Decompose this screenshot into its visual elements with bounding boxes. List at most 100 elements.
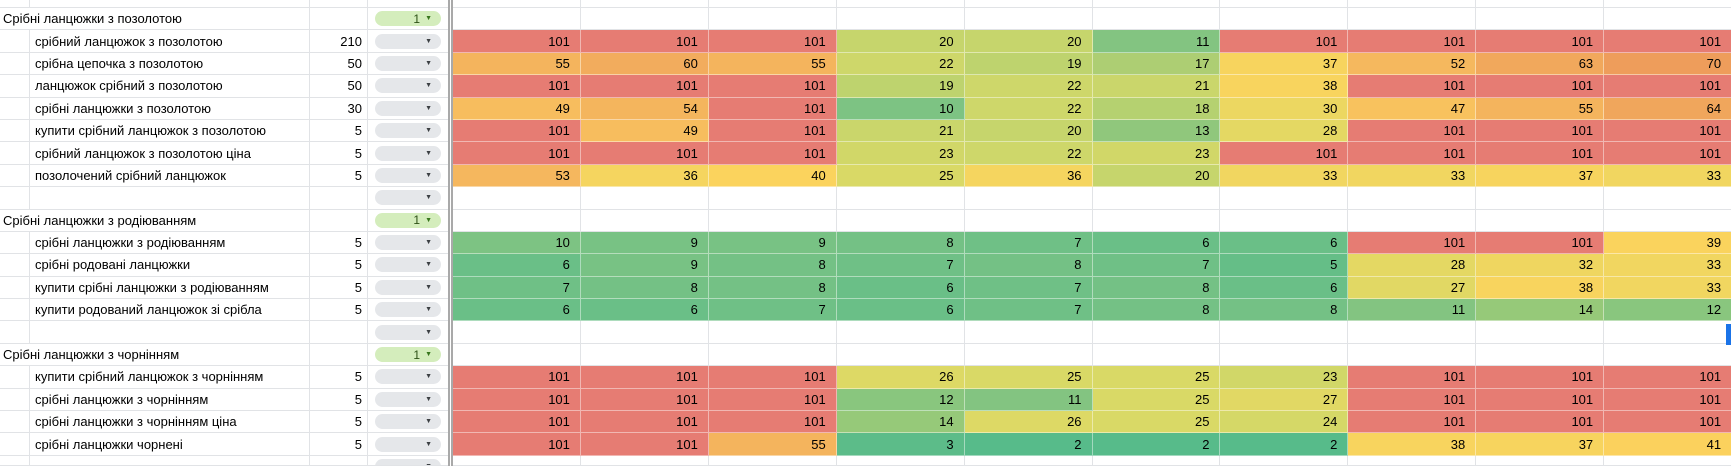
empty-cell[interactable] — [453, 187, 581, 210]
heat-cell[interactable]: 39 — [1604, 231, 1731, 255]
heat-cell[interactable]: 9 — [580, 254, 709, 277]
frozen-pane-divider[interactable] — [448, 299, 453, 322]
heat-cell[interactable]: 101 — [1604, 119, 1731, 143]
heat-cell[interactable]: 101 — [1476, 388, 1605, 412]
empty-cell[interactable] — [1604, 455, 1731, 466]
heat-cell[interactable]: 8 — [708, 254, 837, 277]
dropdown-cell[interactable]: ▼ — [368, 389, 448, 412]
empty-cell[interactable] — [453, 455, 581, 466]
keyword-cell[interactable]: позолочений срібний ланцюжок — [30, 164, 310, 188]
heat-cell[interactable]: 49 — [453, 97, 581, 120]
heat-cell[interactable]: 22 — [964, 142, 1093, 165]
heat-cell[interactable]: 101 — [1604, 142, 1731, 165]
heat-cell[interactable]: 8 — [1220, 299, 1349, 322]
indent-cell[interactable] — [0, 388, 30, 412]
frozen-pane-divider[interactable] — [448, 209, 453, 232]
heat-cell[interactable]: 37 — [1476, 164, 1605, 188]
keyword-cell[interactable]: срібні ланцюжки з чорнінням ціна — [30, 411, 310, 434]
keyword-cell[interactable]: купити родований ланцюжок зі срібла — [30, 299, 310, 322]
empty-cell[interactable] — [1476, 343, 1605, 367]
heat-cell[interactable]: 23 — [1092, 142, 1221, 165]
cell[interactable] — [310, 321, 368, 344]
heat-cell[interactable]: 8 — [1092, 276, 1221, 300]
heat-cell[interactable]: 101 — [1604, 411, 1731, 434]
empty-cell[interactable] — [1220, 8, 1349, 31]
frozen-pane-divider[interactable] — [448, 30, 453, 53]
heat-cell[interactable]: 11 — [1092, 30, 1221, 53]
indent-cell[interactable] — [0, 411, 30, 434]
heat-cell[interactable]: 28 — [1220, 119, 1349, 143]
keyword-cell[interactable]: срібна цепочка з позолотою — [30, 52, 310, 76]
empty-cell[interactable] — [1476, 187, 1605, 210]
empty-cell[interactable] — [1348, 321, 1477, 344]
heat-cell[interactable]: 20 — [1092, 164, 1221, 188]
keyword-cell[interactable]: срібні родовані ланцюжки — [30, 254, 310, 277]
empty-cell[interactable] — [453, 0, 581, 8]
heat-cell[interactable]: 101 — [708, 366, 837, 389]
heat-cell[interactable]: 55 — [1476, 97, 1605, 120]
empty-cell[interactable] — [964, 187, 1093, 210]
heat-cell[interactable]: 21 — [1092, 75, 1221, 98]
heat-cell[interactable]: 23 — [1220, 366, 1349, 389]
empty-cell[interactable] — [453, 321, 581, 344]
heat-cell[interactable]: 36 — [580, 164, 709, 188]
indent-cell[interactable] — [0, 276, 30, 300]
heat-cell[interactable]: 7 — [964, 276, 1093, 300]
heat-cell[interactable]: 6 — [1092, 231, 1221, 255]
keyword-cell[interactable]: срібні ланцюжки з позолотою — [30, 97, 310, 120]
row-dropdown[interactable]: ▼ — [375, 279, 441, 295]
heat-cell[interactable]: 25 — [1092, 388, 1221, 412]
dropdown-cell[interactable]: 1 ▼ — [368, 210, 448, 232]
row-dropdown[interactable]: ▼ — [375, 257, 441, 273]
heat-cell[interactable]: 101 — [580, 75, 709, 98]
empty-cell[interactable] — [1476, 209, 1605, 232]
heat-cell[interactable]: 64 — [1604, 97, 1731, 120]
indent-cell[interactable] — [0, 299, 30, 322]
volume-cell[interactable]: 5 — [310, 366, 368, 389]
heat-cell[interactable]: 27 — [1348, 276, 1477, 300]
heat-cell[interactable]: 101 — [708, 411, 837, 434]
empty-cell[interactable] — [1476, 321, 1605, 344]
keyword-cell[interactable]: купити срібні ланцюжки з родіюванням — [30, 276, 310, 300]
empty-cell[interactable] — [580, 187, 709, 210]
empty-cell[interactable] — [1220, 209, 1349, 232]
indent-cell[interactable] — [0, 254, 30, 277]
heat-cell[interactable]: 11 — [1348, 299, 1477, 322]
heat-cell[interactable]: 19 — [836, 75, 965, 98]
frozen-pane-divider[interactable] — [448, 187, 453, 210]
empty-cell[interactable] — [1092, 187, 1221, 210]
heat-cell[interactable]: 17 — [1092, 52, 1221, 76]
heat-cell[interactable]: 7 — [708, 299, 837, 322]
empty-cell[interactable] — [836, 209, 965, 232]
indent-cell[interactable] — [0, 97, 30, 120]
heat-cell[interactable]: 8 — [1092, 299, 1221, 322]
heat-cell[interactable]: 101 — [1476, 142, 1605, 165]
empty-cell[interactable] — [453, 209, 581, 232]
heat-cell[interactable]: 40 — [708, 164, 837, 188]
heat-cell[interactable]: 10 — [453, 231, 581, 255]
heat-cell[interactable]: 55 — [453, 52, 581, 76]
empty-cell[interactable] — [708, 321, 837, 344]
heat-cell[interactable]: 19 — [964, 52, 1093, 76]
indent-cell[interactable] — [0, 75, 30, 98]
empty-cell[interactable] — [1092, 0, 1221, 8]
empty-cell[interactable] — [1348, 0, 1477, 8]
volume-cell[interactable]: 5 — [310, 411, 368, 434]
row-dropdown[interactable]: ▼ — [375, 78, 441, 94]
heat-cell[interactable]: 101 — [1348, 388, 1477, 412]
heat-cell[interactable]: 101 — [1476, 411, 1605, 434]
cell[interactable] — [0, 321, 30, 344]
heat-cell[interactable]: 101 — [1476, 30, 1605, 53]
empty-cell[interactable] — [580, 209, 709, 232]
dropdown-cell[interactable]: ▼ — [368, 254, 448, 277]
heat-cell[interactable]: 25 — [836, 164, 965, 188]
heat-cell[interactable]: 101 — [1476, 75, 1605, 98]
heat-cell[interactable]: 41 — [1604, 433, 1731, 456]
frozen-pane-divider[interactable] — [448, 75, 453, 98]
empty-cell[interactable] — [1604, 321, 1731, 344]
indent-cell[interactable] — [0, 433, 30, 456]
heat-cell[interactable]: 101 — [453, 119, 581, 143]
heat-cell[interactable]: 14 — [1476, 299, 1605, 322]
heat-cell[interactable]: 3 — [836, 433, 965, 456]
heat-cell[interactable]: 101 — [453, 411, 581, 434]
